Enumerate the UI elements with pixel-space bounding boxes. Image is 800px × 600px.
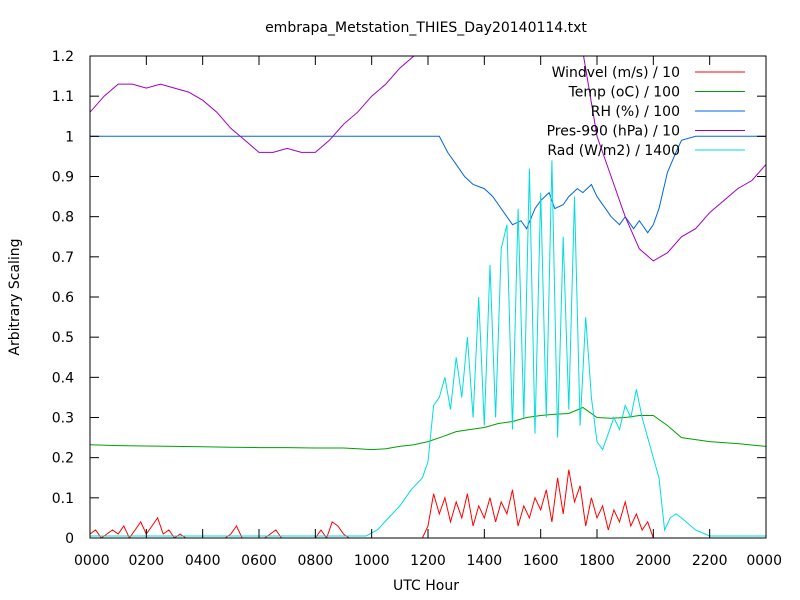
legend-label: RH (%) / 100 bbox=[591, 104, 680, 120]
x-tick-label: 2200 bbox=[692, 553, 728, 569]
y-tick-label: 0.2 bbox=[52, 451, 74, 467]
legend-label: Windvel (m/s) / 10 bbox=[552, 65, 680, 81]
x-tick-label: 1400 bbox=[467, 553, 503, 569]
y-tick-label: 0.4 bbox=[52, 370, 74, 386]
y-tick-label: 1 bbox=[65, 129, 74, 145]
y-tick-label: 0 bbox=[65, 531, 74, 547]
series-line-3 bbox=[90, 56, 766, 262]
x-axis: 0000 0200 0400 0600 0800 1000 1200 1400 1600 1800… bbox=[74, 56, 782, 569]
y-tick-label: 0.8 bbox=[52, 210, 74, 226]
x-tick-label: 0400 bbox=[185, 553, 221, 569]
plot-area bbox=[90, 56, 766, 538]
x-tick-label: 1200 bbox=[410, 553, 446, 569]
y-tick-label: 0.5 bbox=[52, 330, 74, 346]
series-line-0 bbox=[90, 469, 654, 538]
x-tick-label: 0200 bbox=[129, 553, 165, 569]
series-line-2 bbox=[90, 135, 766, 234]
series-line-1 bbox=[90, 406, 766, 451]
y-tick-label: 0.1 bbox=[52, 491, 74, 507]
y-tick-label: 0.3 bbox=[52, 411, 74, 427]
y-tick-label: 0.7 bbox=[52, 250, 74, 266]
x-tick-label: 1600 bbox=[523, 553, 559, 569]
series-line-4 bbox=[90, 160, 766, 537]
x-tick-label: 0600 bbox=[241, 553, 277, 569]
x-axis-label: UTC Hour bbox=[393, 578, 459, 594]
legend-label: Pres-990 (hPa) / 10 bbox=[547, 124, 680, 140]
x-tick-label: 2000 bbox=[636, 553, 672, 569]
x-tick-label: 0800 bbox=[298, 553, 334, 569]
y-tick-label: 0.6 bbox=[52, 290, 74, 306]
x-tick-label: 0000 bbox=[74, 553, 110, 569]
y-tick-label: 1.1 bbox=[52, 89, 74, 105]
y-tick-label: 1.2 bbox=[52, 49, 74, 65]
y-tick-label: 0.9 bbox=[52, 170, 74, 186]
x-tick-label: 0000 bbox=[746, 553, 782, 569]
x-tick-label: 1000 bbox=[354, 553, 390, 569]
series-group bbox=[90, 56, 766, 538]
legend: Windvel (m/s) / 10 Temp (oC) / 100 RH (%) … bbox=[547, 65, 745, 159]
legend-label: Temp (oC) / 100 bbox=[568, 85, 680, 101]
y-axis-label: Arbitrary Scaling bbox=[7, 238, 23, 355]
x-tick-label: 1800 bbox=[579, 553, 615, 569]
y-axis: 0 0.1 0.2 0.3 0.4 0.5 0.6 0.7 0.8 0.9 1 1.1 1.2 bbox=[52, 49, 766, 547]
chart-title: embrapa_Metstation_THIES_Day20140114.txt bbox=[265, 20, 587, 36]
legend-label: Rad (W/m2) / 1400 bbox=[547, 143, 680, 159]
